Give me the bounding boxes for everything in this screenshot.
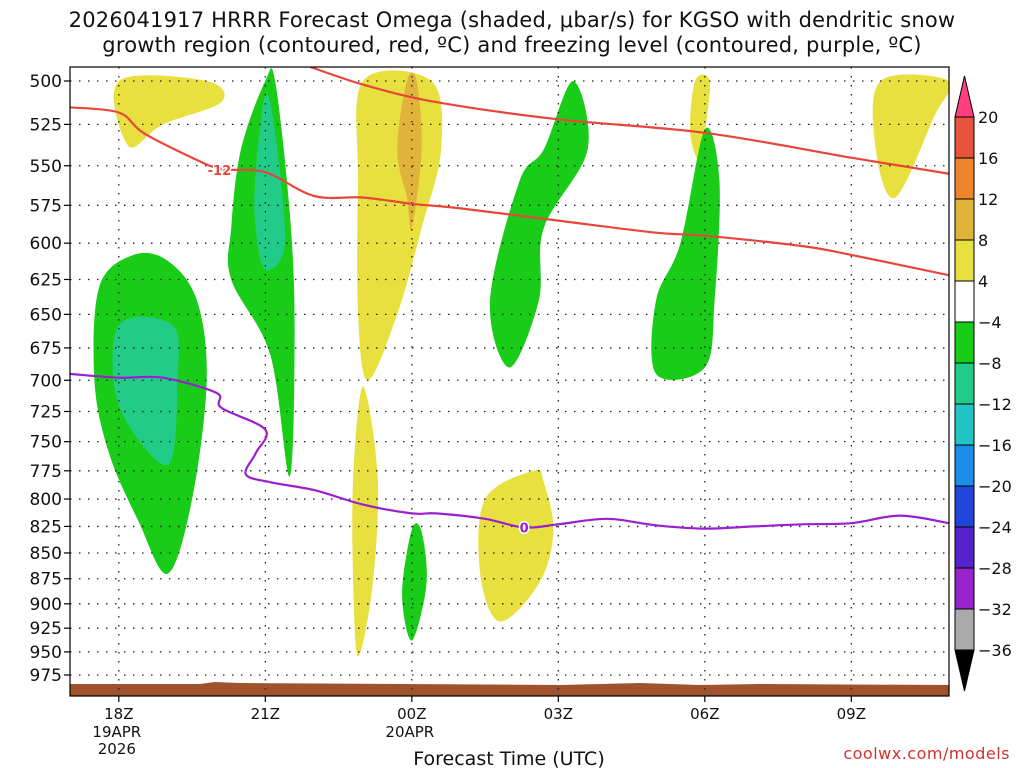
colorbar-label: −16 — [978, 436, 1012, 455]
y-tick-label: 575 — [30, 196, 62, 216]
colorbar-label: 8 — [978, 231, 988, 250]
x-tick-label: 21Z — [251, 705, 280, 723]
x-tick-label: 09Z — [837, 705, 866, 723]
x-tick-label: 00Z — [397, 705, 426, 723]
colorbar-label: −8 — [978, 354, 1002, 373]
colorbar-band — [954, 321, 975, 364]
colorbar-label: −24 — [978, 518, 1012, 537]
y-tick-label: 525 — [30, 115, 62, 135]
colorbar: 20 16 12 8 4 −4 −8 −12 −16 −20 −24 −28 −32 −36 — [954, 75, 1012, 692]
omega-region-13 — [402, 523, 427, 641]
y-tick-label: 675 — [30, 339, 62, 359]
x-tick-label: 03Z — [544, 705, 573, 723]
omega-region-2 — [397, 72, 422, 230]
omega-region-1 — [356, 70, 443, 381]
terrain-band — [70, 682, 949, 696]
y-tick-label: 700 — [30, 371, 62, 391]
y-tick-label: 750 — [30, 433, 62, 453]
y-axis: 500 525 550 575 600 625 650 675 700 725 750 775 800 8… — [30, 72, 70, 686]
x-tick-sublabel: 2026 — [98, 740, 136, 758]
credit-text: coolwx.com/models — [843, 744, 1010, 763]
omega-region-6 — [872, 74, 949, 198]
omega-region-0 — [113, 75, 225, 148]
omega-region-3 — [352, 386, 379, 657]
y-tick-label: 800 — [30, 490, 62, 510]
colorbar-band — [954, 403, 975, 446]
chart-title-line-2: growth region (contoured, red, ºC) and f… — [102, 33, 922, 57]
y-tick-label: 850 — [30, 544, 62, 564]
y-tick-label: 975 — [30, 666, 62, 686]
colorbar-label: −28 — [978, 559, 1012, 578]
colorbar-label: 20 — [978, 108, 998, 127]
x-axis-title: Forecast Time (UTC) — [413, 748, 604, 768]
omega-region-12 — [651, 127, 720, 381]
x-tick-sublabel: 19APR — [92, 723, 141, 741]
colorbar-bottom-triangle — [954, 649, 975, 692]
terrain — [70, 682, 949, 696]
colorbar-band — [954, 567, 975, 610]
y-tick-label: 725 — [30, 402, 62, 422]
y-tick-label: 825 — [30, 517, 62, 537]
plot-border — [69, 66, 950, 697]
y-tick-label: 625 — [30, 270, 62, 290]
y-tick-label: 550 — [30, 157, 62, 177]
colorbar-band — [954, 362, 975, 405]
y-tick-label: 925 — [30, 619, 62, 639]
plot-frame — [69, 66, 950, 697]
y-tick-label: 600 — [30, 234, 62, 254]
colorbar-band — [954, 239, 975, 282]
freezing-level-contour — [70, 372, 949, 530]
omega-region-5 — [690, 74, 711, 163]
y-tick-label: 875 — [30, 570, 62, 590]
colorbar-label: 16 — [978, 149, 998, 168]
colorbar-band — [954, 116, 975, 159]
colorbar-band — [954, 444, 975, 487]
omega-region-8 — [112, 316, 179, 466]
colorbar-label: −20 — [978, 477, 1012, 496]
y-tick-label: 900 — [30, 595, 62, 615]
dgz-contour-0 — [70, 106, 949, 277]
colorbar-band — [954, 608, 975, 651]
omega-region-11 — [489, 81, 589, 368]
omega-shading — [93, 68, 949, 657]
colorbar-band — [954, 198, 975, 241]
colorbar-top-triangle — [954, 75, 975, 118]
y-tick-label: 500 — [30, 72, 62, 92]
y-tick-label: 775 — [30, 462, 62, 482]
colorbar-band — [954, 526, 975, 569]
colorbar-band — [954, 157, 975, 200]
contour-lines: -12 0 — [70, 67, 949, 538]
y-tick-label: 650 — [30, 305, 62, 325]
colorbar-band — [954, 485, 975, 528]
x-tick-label: 18Z — [104, 705, 133, 723]
colorbar-label: 12 — [978, 190, 998, 209]
y-tick-label: 950 — [30, 643, 62, 663]
x-tick-label: 06Z — [690, 705, 719, 723]
chart-title-line-1: 2026041917 HRRR Forecast Omega (shaded, … — [68, 8, 956, 32]
colorbar-label: −12 — [978, 395, 1012, 414]
omega-region-10 — [254, 93, 286, 270]
colorbar-label: 4 — [978, 272, 988, 291]
colorbar-label: −32 — [978, 600, 1012, 619]
omega-region-4 — [478, 469, 554, 622]
dgz-contour-label: -12 — [208, 164, 232, 179]
freezing-level-label: 0 — [520, 521, 529, 536]
x-tick-sublabel: 20APR — [385, 723, 434, 741]
colorbar-label: −36 — [978, 641, 1012, 660]
colorbar-band — [954, 280, 975, 323]
colorbar-label: −4 — [978, 313, 1002, 332]
dgz-contour-1 — [307, 67, 949, 175]
